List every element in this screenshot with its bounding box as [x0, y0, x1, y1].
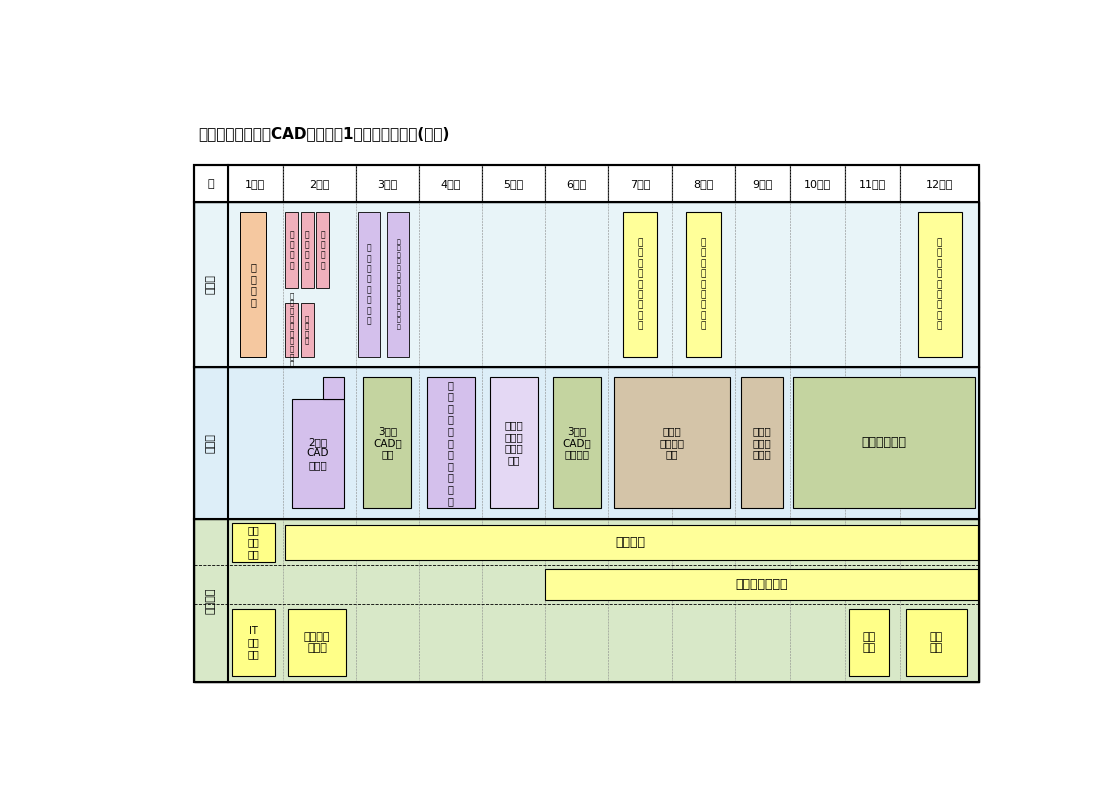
Text: 総合設計実習: 総合設計実習	[861, 436, 906, 449]
Text: 部
品
図
作
成
演
習
・
寸
法
記
入
演
習: 部 品 図 作 成 演 習 ・ 寸 法 記 入 演 習	[396, 239, 400, 329]
Bar	[288, 609, 346, 676]
Bar	[849, 609, 889, 676]
Text: 5か月: 5か月	[504, 179, 524, 188]
Bar	[194, 166, 979, 682]
Bar	[388, 212, 410, 356]
Bar	[419, 166, 482, 203]
Text: 4か月: 4か月	[440, 179, 460, 188]
Bar	[358, 212, 381, 356]
Text: 1か月: 1か月	[245, 179, 265, 188]
Text: 3次元
CADの
操作: 3次元 CADの 操作	[373, 426, 402, 459]
Text: 2か月: 2か月	[309, 179, 329, 188]
Bar	[489, 377, 538, 508]
Text: ビジネス
マナー: ビジネス マナー	[304, 632, 330, 653]
Text: 専攻系: 専攻系	[206, 433, 216, 453]
Bar	[286, 212, 298, 287]
Bar	[741, 377, 783, 508]
Bar	[240, 212, 267, 356]
Bar	[482, 166, 545, 203]
Bar	[844, 166, 900, 203]
Text: 投
影
図
・
機
械
製
図
概
論: 投 影 図 ・ 機 械 製 図 概 論	[289, 292, 293, 367]
Bar	[194, 166, 227, 203]
Text: 寸
法
記
入: 寸 法 記 入	[320, 230, 325, 270]
Text: 職場
実習: 職場 実習	[862, 632, 876, 653]
Bar	[427, 377, 475, 508]
Bar	[284, 524, 978, 560]
Bar	[790, 166, 844, 203]
Bar	[623, 212, 657, 356]
Text: 6か月: 6か月	[567, 179, 587, 188]
Bar	[553, 377, 600, 508]
Text: 機
何
公
差: 機 何 公 差	[289, 230, 293, 270]
Text: モ
デ
リ
ン
グ
・
ア
セ
ン
ブ
リ: モ デ リ ン グ ・ ア セ ン ブ リ	[448, 380, 454, 506]
Bar	[227, 166, 283, 203]
Bar	[356, 166, 419, 203]
Text: 2次元
CAD
の操作: 2次元 CAD の操作	[307, 437, 329, 470]
Text: は
め
あ
い: は め あ い	[305, 230, 309, 270]
Text: プ
レ
ゼ
ン
テ
ー
シ
ョ
ン: プ レ ゼ ン テ ー シ ョ ン	[700, 238, 706, 330]
Text: 9か月: 9か月	[753, 179, 773, 188]
Bar	[232, 523, 276, 562]
Text: 11か月: 11か月	[859, 179, 886, 188]
Bar	[900, 166, 979, 203]
Bar	[317, 212, 329, 287]
Text: 修了
試験: 修了 試験	[930, 632, 943, 653]
Text: 機械の
分解組立
実習: 機械の 分解組立 実習	[660, 426, 684, 459]
Bar	[614, 377, 730, 508]
Text: 12か月: 12か月	[926, 179, 953, 188]
Bar	[194, 367, 979, 519]
Text: 図
面
ト
レ
ー
ス
演
習: 図 面 ト レ ー ス 演 習	[367, 244, 372, 326]
Text: プ
レ
ゼ
ン
テ
ー
シ
ョ
ン: プ レ ゼ ン テ ー シ ョ ン	[637, 238, 643, 330]
Bar	[194, 203, 979, 367]
Bar	[232, 609, 276, 676]
Text: 3次元
CADに
よる設計: 3次元 CADに よる設計	[562, 426, 591, 459]
Bar	[194, 519, 979, 682]
Bar	[545, 569, 978, 600]
Bar	[906, 609, 968, 676]
Text: 月: 月	[207, 179, 214, 188]
Bar	[301, 303, 314, 356]
Text: 適応支援: 適応支援	[615, 535, 645, 549]
Bar	[324, 377, 344, 398]
Text: 7か月: 7か月	[629, 179, 651, 188]
Text: 断
面
図
公: 断 面 図 公	[305, 315, 309, 345]
Bar	[685, 212, 720, 356]
Bar	[301, 212, 314, 287]
Text: 機械製図科　機械CADコース　1年間の訓練計画(標準): 機械製図科 機械CADコース 1年間の訓練計画(標準)	[198, 126, 449, 141]
Bar	[283, 166, 356, 203]
Bar	[291, 398, 344, 508]
Text: 基礎系: 基礎系	[206, 275, 216, 295]
Bar	[918, 212, 961, 356]
Bar	[286, 303, 298, 356]
Bar	[793, 377, 976, 508]
Text: 安
全
衛
生: 安 全 衛 生	[250, 262, 256, 307]
Text: IT
基礎
訓練: IT 基礎 訓練	[248, 626, 260, 659]
Bar	[363, 377, 411, 508]
Text: 就職活動・準備: 就職活動・準備	[736, 578, 787, 591]
Text: 3か月: 3か月	[377, 179, 398, 188]
Bar	[735, 166, 790, 203]
Text: 導入
期の
訓練: 導入 期の 訓練	[248, 526, 260, 559]
Text: 8か月: 8か月	[693, 179, 713, 188]
Text: 組立図
からの
部品図
作成: 組立図 からの 部品図 作成	[504, 421, 523, 465]
Bar	[608, 166, 672, 203]
Text: プ
レ
ゼ
ン
テ
ー
シ
ョ
ン: プ レ ゼ ン テ ー シ ョ ン	[937, 238, 942, 330]
Text: 共通科目: 共通科目	[206, 587, 216, 614]
Bar	[194, 166, 979, 682]
Text: 手上げ
ボール
盤実習: 手上げ ボール 盤実習	[753, 426, 772, 459]
Bar	[672, 166, 735, 203]
Bar	[545, 166, 608, 203]
Text: 10か月: 10か月	[804, 179, 831, 188]
